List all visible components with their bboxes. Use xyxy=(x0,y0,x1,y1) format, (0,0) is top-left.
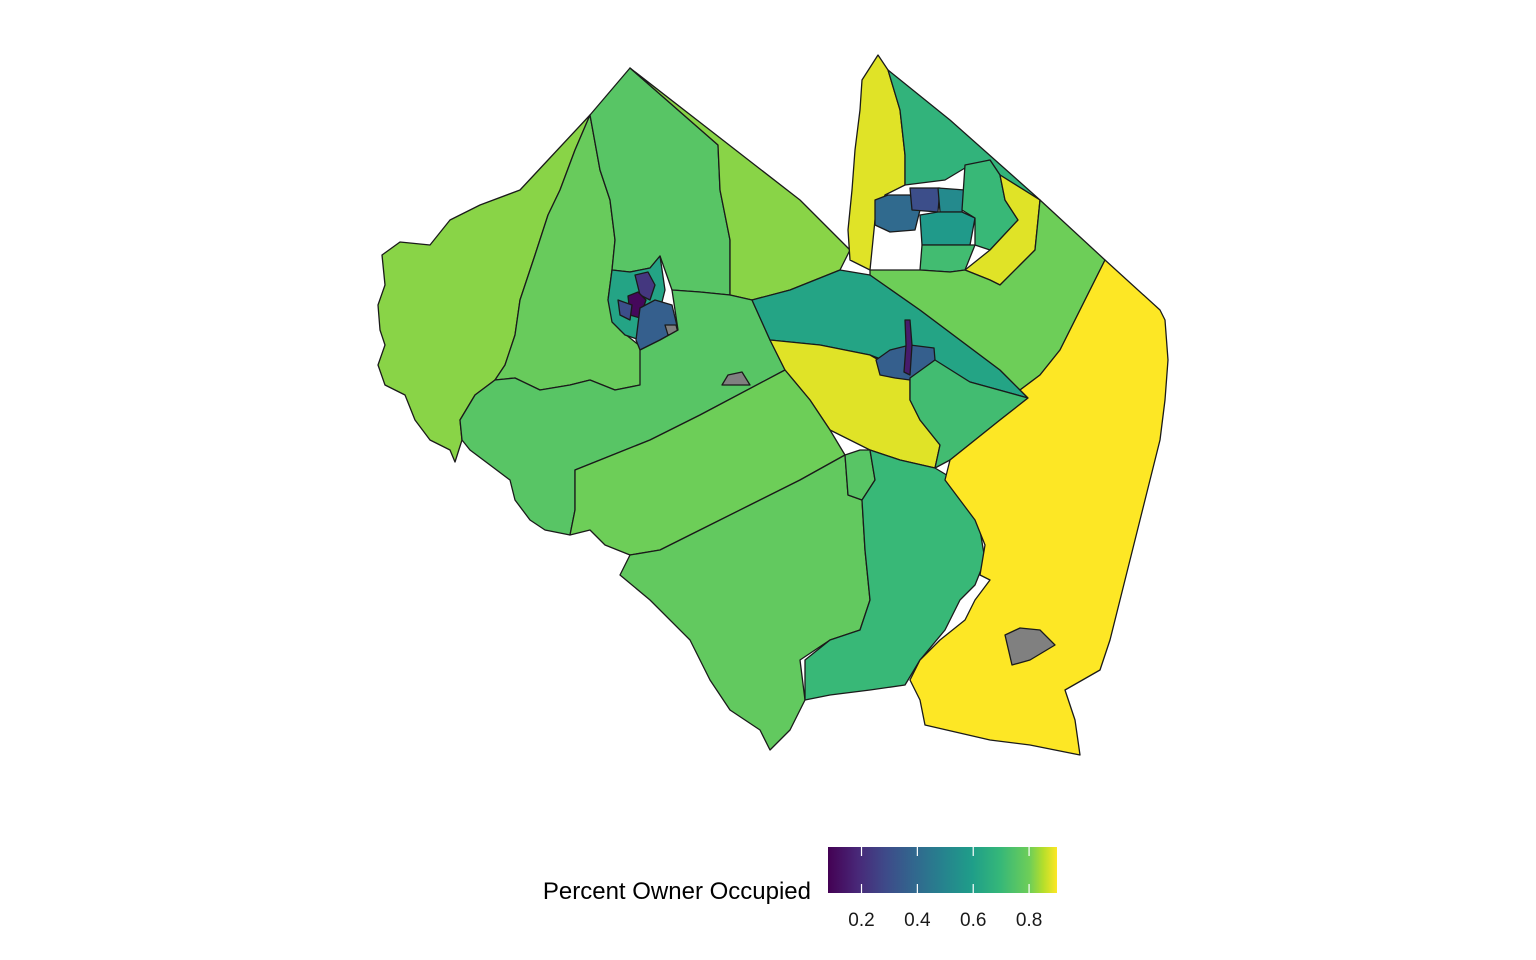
tract-east-yellow xyxy=(909,259,1169,756)
tract-north-town-a xyxy=(874,194,921,233)
legend-ticks: 0.2 0.4 0.6 0.8 xyxy=(848,847,1042,931)
legend: Percent Owner Occupied 0.2 0.4 0.6 0.8 xyxy=(543,847,1057,931)
tract-north-town-d xyxy=(919,211,976,246)
tract-center-na xyxy=(721,371,751,386)
tract-north-town-b xyxy=(909,187,941,213)
legend-title: Percent Owner Occupied xyxy=(543,878,811,905)
tract-west-town-a xyxy=(634,271,656,301)
tract-west-town-c xyxy=(617,299,633,321)
legend-tick-label: 0.8 xyxy=(1016,910,1042,931)
legend-tick-label: 0.4 xyxy=(904,910,931,931)
tract-east-na xyxy=(1004,627,1056,666)
tract-north-town-c xyxy=(937,187,966,213)
tract-center-town-core xyxy=(903,319,913,376)
legend-tick-label: 0.6 xyxy=(960,910,986,931)
tract-south-west xyxy=(569,369,846,556)
color-scale-bar xyxy=(828,847,1057,893)
map-regions xyxy=(377,54,1169,756)
legend-tick-label: 0.2 xyxy=(848,910,874,931)
